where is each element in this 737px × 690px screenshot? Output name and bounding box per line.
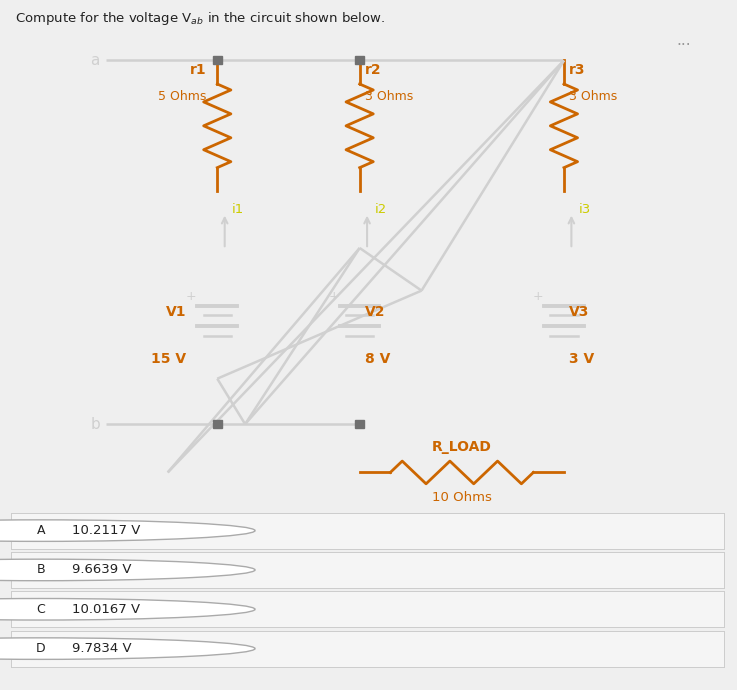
Text: 15 V: 15 V <box>151 352 186 366</box>
Text: B: B <box>37 564 46 576</box>
Text: ···: ··· <box>677 38 691 52</box>
Text: i1: i1 <box>232 203 245 216</box>
Text: 5 Ohms: 5 Ohms <box>158 90 206 103</box>
Text: Compute for the voltage V$_{ab}$ in the circuit shown below.: Compute for the voltage V$_{ab}$ in the … <box>15 10 385 28</box>
Bar <box>213 57 222 64</box>
Bar <box>355 57 364 64</box>
Text: +: + <box>329 290 339 303</box>
Circle shape <box>0 638 255 660</box>
Text: +: + <box>533 290 543 303</box>
Text: R_LOAD: R_LOAD <box>432 440 492 454</box>
Text: 3 Ohms: 3 Ohms <box>569 90 617 103</box>
Text: 3 V: 3 V <box>569 352 594 366</box>
Text: V3: V3 <box>569 305 590 319</box>
Text: 3 Ohms: 3 Ohms <box>365 90 413 103</box>
Text: 10 Ohms: 10 Ohms <box>432 491 492 504</box>
Text: i2: i2 <box>374 203 387 216</box>
Text: 10.2117 V: 10.2117 V <box>71 524 140 537</box>
Text: r2: r2 <box>365 63 381 77</box>
Text: r1: r1 <box>189 63 206 77</box>
Text: D: D <box>36 642 46 655</box>
Text: i3: i3 <box>579 203 591 216</box>
Circle shape <box>0 598 255 620</box>
Bar <box>213 420 222 428</box>
Text: 10.0167 V: 10.0167 V <box>71 603 140 615</box>
Text: 9.6639 V: 9.6639 V <box>71 564 131 576</box>
Circle shape <box>0 520 255 542</box>
Text: a: a <box>91 53 99 68</box>
Text: b: b <box>91 417 100 432</box>
Text: A: A <box>37 524 45 537</box>
Circle shape <box>0 559 255 581</box>
Text: +: + <box>186 290 197 303</box>
Text: C: C <box>37 603 46 615</box>
Text: 8 V: 8 V <box>365 352 390 366</box>
Text: V2: V2 <box>365 305 385 319</box>
Text: V1: V1 <box>166 305 186 319</box>
Text: 9.7834 V: 9.7834 V <box>71 642 131 655</box>
Text: r3: r3 <box>569 63 585 77</box>
Bar <box>355 420 364 428</box>
